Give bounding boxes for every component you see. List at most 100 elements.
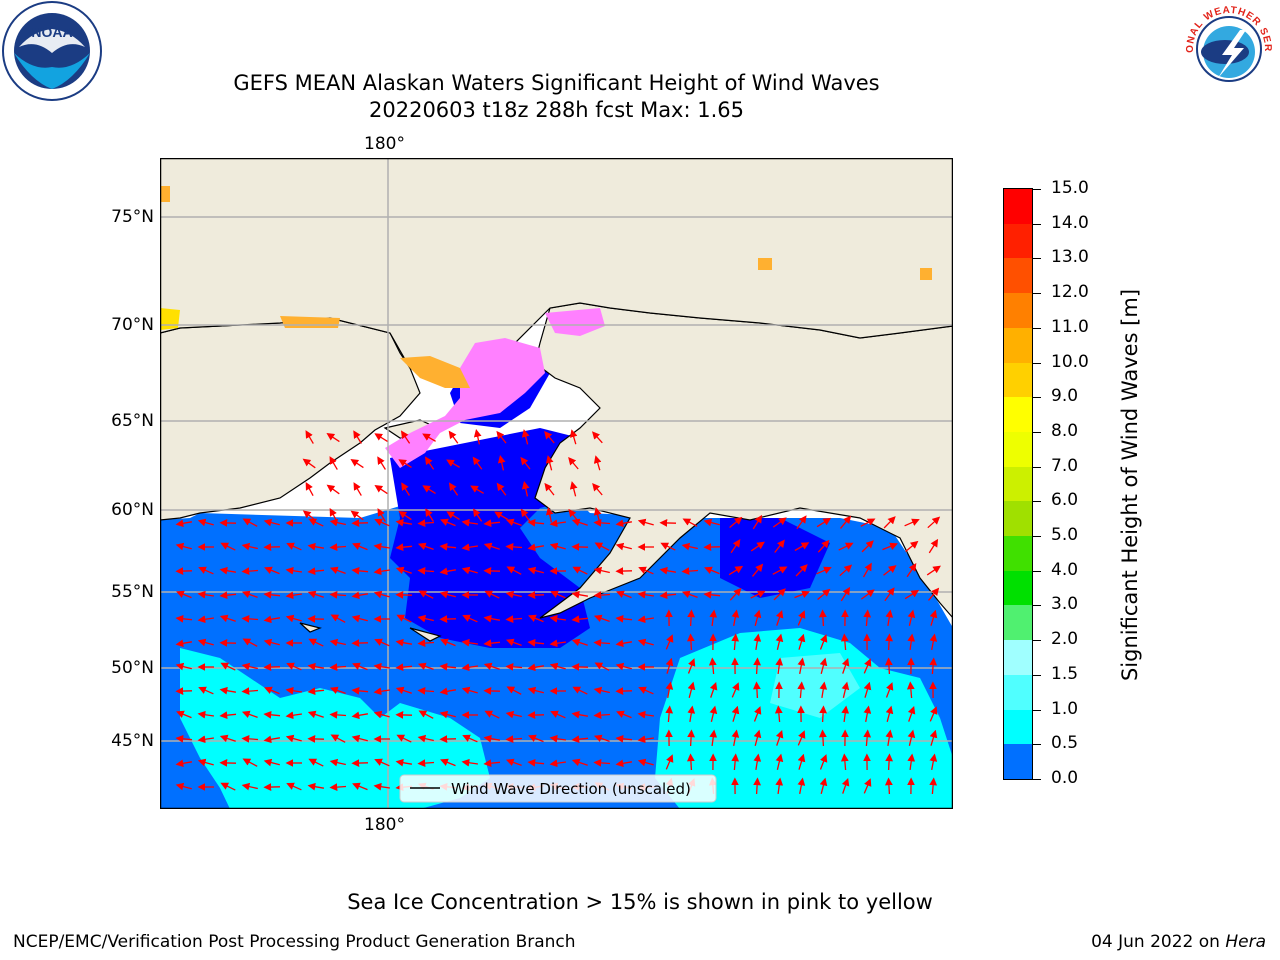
wind-wave-arrow — [569, 429, 578, 445]
colorbar-tick — [1033, 674, 1041, 676]
footer-date-text: 04 Jun 2022 on — [1091, 932, 1226, 952]
wind-wave-arrow — [351, 614, 368, 623]
wind-wave-arrow — [351, 566, 369, 575]
colorbar-tick-label: 7.0 — [1051, 455, 1079, 476]
wind-wave-arrow — [775, 609, 784, 626]
legend-label: Wind Wave Direction (unscaled) — [451, 780, 691, 798]
wind-wave-arrow — [350, 510, 364, 521]
wind-wave-arrow — [398, 510, 412, 521]
wind-wave-arrow — [905, 540, 919, 552]
wind-wave-arrow — [307, 662, 325, 671]
colorbar-tick — [1033, 397, 1041, 399]
wind-wave-arrow — [264, 686, 280, 695]
wind-wave-arrow — [797, 657, 806, 675]
footer-credit: NCEP/EMC/Verification Post Processing Pr… — [13, 932, 576, 952]
wind-wave-arrow — [241, 614, 259, 623]
wind-wave-arrow — [329, 508, 338, 523]
colorbar-tick-label: 5.0 — [1051, 525, 1079, 546]
wind-wave-arrow — [929, 633, 938, 651]
wind-wave-arrow — [198, 686, 214, 695]
wind-wave-arrow — [753, 753, 762, 771]
colorbar-block — [1004, 431, 1032, 468]
wind-wave-arrow — [439, 567, 457, 576]
wind-wave-arrow — [520, 456, 531, 470]
wind-wave-arrow — [220, 542, 236, 551]
wind-wave-arrow — [839, 564, 853, 577]
wind-wave-arrow — [904, 518, 920, 527]
wind-wave-arrow — [197, 758, 214, 767]
wind-wave-arrow — [841, 657, 850, 674]
wind-wave-arrow — [286, 782, 302, 791]
colorbar-tick-label: 1.0 — [1051, 698, 1079, 719]
wind-wave-arrow — [448, 430, 459, 444]
wind-wave-arrow — [505, 542, 523, 551]
wind-wave-arrow — [329, 758, 346, 767]
wind-wave-arrow — [377, 456, 386, 470]
wind-wave-arrow — [308, 638, 324, 647]
wind-wave-arrow — [373, 687, 390, 696]
wind-wave-arrow — [863, 658, 872, 674]
wind-wave-arrow — [353, 482, 362, 496]
wind-wave-arrow — [615, 542, 632, 551]
wind-wave-arrow — [549, 662, 566, 671]
wind-wave-arrow — [797, 633, 806, 650]
wind-wave-arrow — [731, 753, 740, 771]
wind-wave-arrow — [461, 518, 478, 527]
wind-wave-arrow — [302, 458, 316, 469]
wind-wave-arrow — [637, 615, 654, 624]
wind-wave-arrow — [907, 609, 916, 626]
wind-wave-arrow — [220, 662, 236, 671]
wind-wave-arrow — [505, 758, 522, 767]
wind-wave-arrow — [572, 686, 588, 695]
wind-wave-arrow — [241, 734, 259, 743]
wind-wave-arrow — [659, 591, 677, 600]
wind-wave-arrow — [400, 430, 411, 444]
wind-wave-arrow — [175, 662, 192, 671]
wind-wave-arrow — [841, 705, 850, 722]
wind-wave-arrow — [929, 753, 938, 771]
wind-wave-arrow — [286, 662, 302, 671]
wind-wave-arrow — [505, 710, 522, 719]
wind-wave-arrow — [927, 516, 941, 529]
wind-wave-arrow — [665, 754, 674, 770]
colorbar-block — [1004, 605, 1032, 641]
wind-wave-arrows — [175, 429, 941, 795]
wind-wave-arrow — [863, 609, 872, 627]
colorbar-tick — [1033, 779, 1041, 780]
wind-wave-arrow — [483, 614, 501, 623]
wind-wave-arrow — [731, 609, 740, 627]
wind-wave-arrow — [527, 758, 545, 767]
wind-wave-arrow — [527, 686, 544, 695]
wind-wave-arrow — [417, 759, 435, 768]
wind-wave-arrow — [638, 566, 654, 575]
wind-wave-arrow — [505, 518, 522, 527]
wind-wave-arrow — [305, 430, 314, 444]
colorbar-tick — [1033, 189, 1041, 190]
wind-wave-arrow — [242, 518, 258, 527]
wind-wave-arrow — [505, 662, 523, 671]
wind-wave-arrow — [928, 538, 939, 554]
wind-wave-arrow — [731, 729, 740, 747]
colorbar-tick-label: 4.0 — [1051, 559, 1079, 580]
wind-wave-arrow — [175, 734, 193, 743]
wind-wave-arrow — [571, 590, 589, 599]
wind-wave-arrow — [330, 734, 346, 743]
colorbar-tick-label: 8.0 — [1051, 420, 1079, 441]
wind-wave-arrow — [241, 567, 259, 576]
wind-wave-arrow — [326, 432, 340, 443]
wind-wave-arrow — [472, 508, 483, 522]
wind-wave-arrow — [729, 516, 743, 528]
wind-wave-arrow — [329, 638, 346, 647]
wind-wave-arrow — [329, 518, 346, 527]
wind-wave-arrow — [242, 758, 258, 767]
wind-wave-arrow — [549, 759, 566, 768]
wind-wave-arrow — [549, 519, 566, 528]
wind-wave-arrow — [241, 590, 258, 599]
wind-wave-arrow — [593, 591, 611, 600]
wind-wave-arrow — [550, 590, 566, 599]
wind-wave-arrow — [175, 782, 192, 791]
wind-wave-arrow — [418, 710, 434, 719]
wind-wave-arrow — [883, 565, 897, 576]
wind-wave-arrow — [527, 663, 545, 672]
wind-wave-arrow — [395, 566, 412, 575]
